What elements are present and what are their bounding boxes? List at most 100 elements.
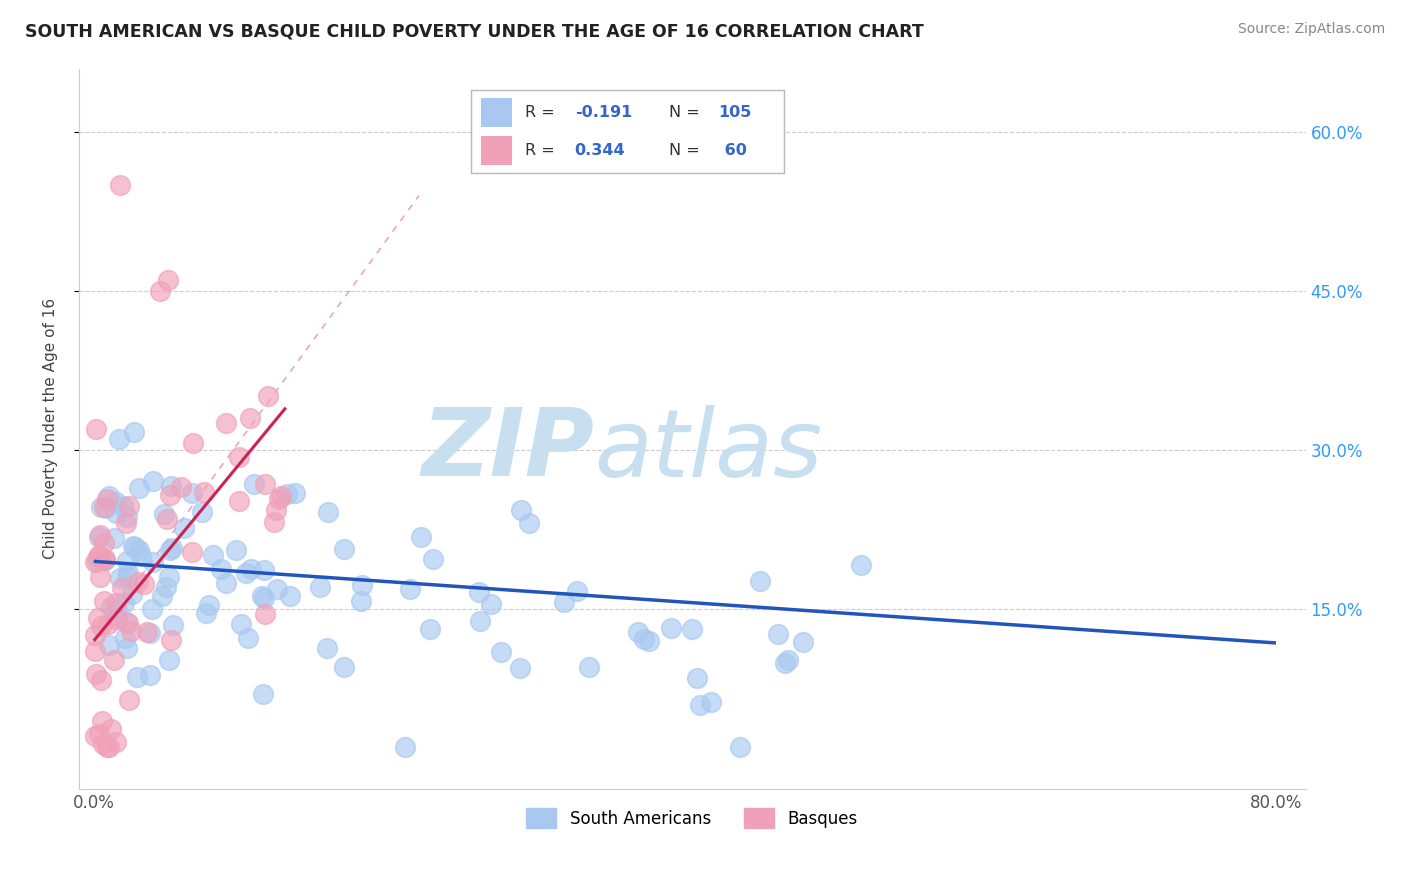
Point (159, 543, 181, 558)
Point (89, 528, 111, 542)
Point (509, 661, 531, 675)
Point (100, 600, 122, 615)
Point (170, 480, 193, 494)
Point (149, 284, 172, 298)
Point (517, 516, 540, 530)
Point (91, 737, 114, 751)
Point (849, 558, 872, 572)
Point (316, 506, 339, 520)
Point (235, 566, 257, 580)
Point (87, 727, 110, 741)
Point (243, 477, 266, 491)
Point (231, 616, 253, 631)
Point (159, 488, 181, 502)
Point (84, 667, 107, 681)
Point (96, 739, 118, 754)
Point (115, 615, 138, 629)
Point (215, 416, 238, 430)
Point (162, 541, 184, 555)
Point (309, 580, 332, 594)
Point (127, 575, 149, 590)
Point (139, 668, 162, 682)
Point (409, 530, 432, 544)
Point (103, 531, 125, 545)
Point (112, 499, 135, 513)
Point (115, 640, 138, 655)
Point (136, 625, 159, 640)
Point (98, 739, 121, 754)
Point (489, 645, 512, 659)
Point (93, 593, 115, 607)
Point (117, 616, 139, 631)
Point (181, 436, 204, 450)
Point (138, 626, 160, 640)
Point (117, 566, 139, 580)
Point (84, 729, 107, 743)
Point (157, 653, 180, 667)
Point (90, 619, 112, 633)
Point (681, 622, 703, 636)
Point (86, 549, 108, 564)
Point (104, 507, 127, 521)
Point (142, 555, 165, 569)
Point (256, 389, 278, 403)
Point (156, 512, 179, 526)
Point (228, 494, 250, 508)
Point (160, 479, 183, 493)
Point (89, 530, 111, 544)
Text: Source: ZipAtlas.com: Source: ZipAtlas.com (1237, 22, 1385, 37)
Point (333, 542, 356, 557)
Point (155, 580, 177, 594)
Point (215, 576, 238, 591)
Point (228, 450, 250, 464)
Point (121, 587, 143, 601)
Point (93, 536, 115, 550)
Point (112, 597, 135, 611)
Point (105, 735, 128, 749)
Point (105, 612, 128, 626)
Point (263, 515, 285, 529)
Point (278, 590, 301, 604)
Y-axis label: Child Poverty Under the Age of 16: Child Poverty Under the Age of 16 (44, 298, 58, 559)
Point (253, 591, 276, 605)
Point (264, 503, 287, 517)
Point (121, 539, 143, 553)
Point (276, 487, 298, 501)
Point (110, 571, 132, 585)
Point (84, 422, 107, 436)
Point (115, 554, 138, 568)
Point (419, 623, 441, 637)
Point (253, 476, 276, 491)
Point (191, 505, 214, 519)
Point (150, 589, 173, 603)
Point (94, 551, 117, 566)
Point (124, 541, 146, 555)
Point (97, 617, 120, 632)
Point (132, 576, 155, 591)
Text: atlas: atlas (595, 405, 823, 496)
Point (110, 582, 132, 596)
Point (181, 544, 204, 558)
Point (86, 554, 108, 568)
Point (114, 631, 136, 645)
Point (128, 542, 150, 557)
Point (394, 739, 416, 754)
Point (105, 494, 128, 508)
Point (553, 595, 575, 609)
Point (128, 481, 150, 495)
Point (236, 631, 259, 645)
Point (468, 614, 491, 628)
Point (197, 598, 219, 612)
Point (110, 178, 132, 193)
Point (115, 516, 138, 530)
Point (98, 638, 121, 652)
Point (94, 553, 117, 567)
Point (768, 626, 790, 640)
Point (194, 607, 217, 621)
Point (118, 499, 141, 513)
Point (239, 411, 262, 425)
Point (173, 521, 195, 535)
Point (252, 688, 274, 702)
Point (776, 653, 799, 667)
Point (252, 563, 274, 577)
